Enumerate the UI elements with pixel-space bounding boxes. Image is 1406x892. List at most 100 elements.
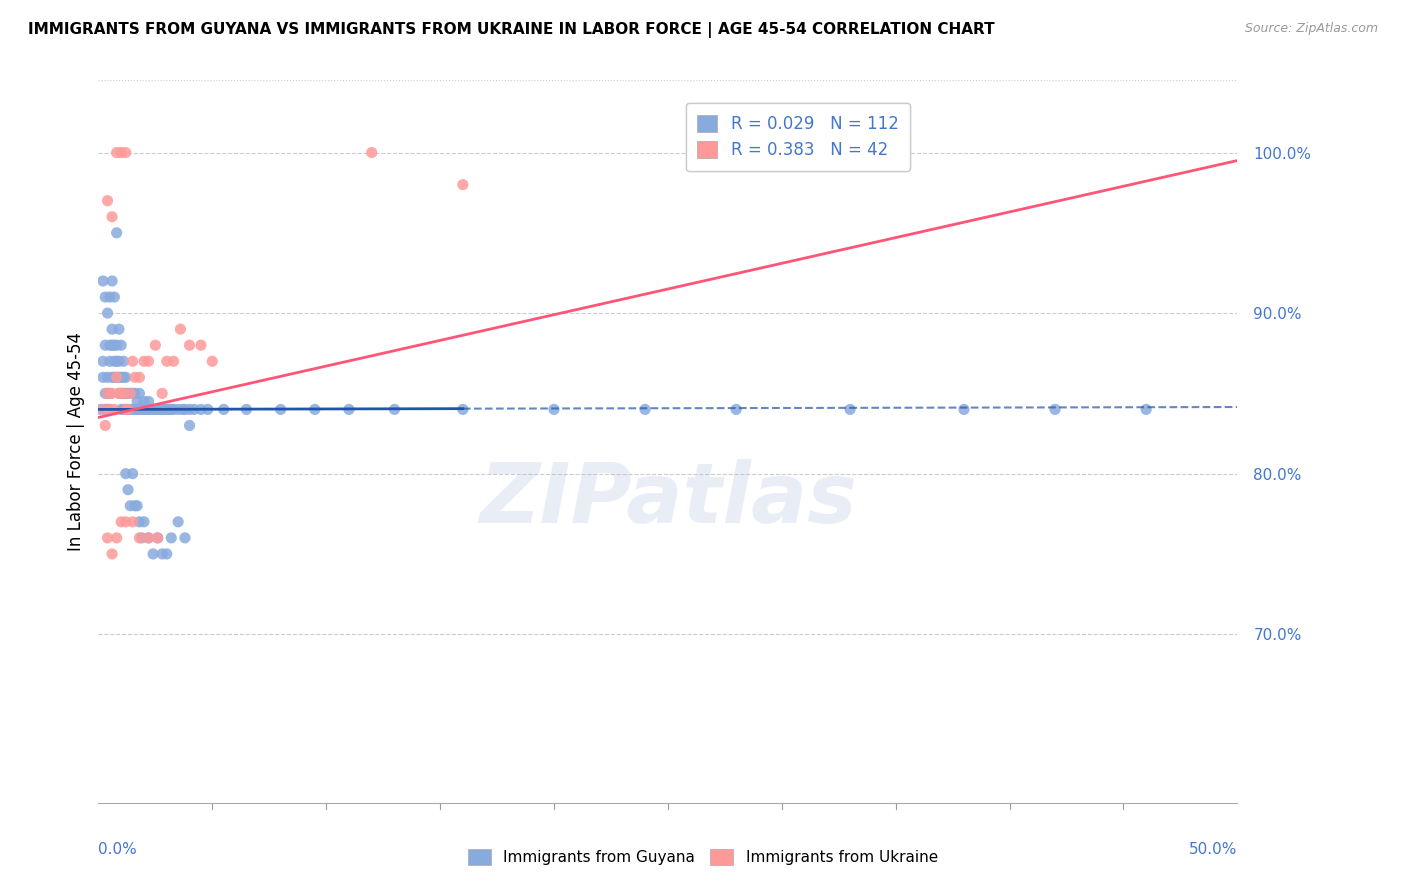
Point bbox=[132, 402, 155, 417]
Point bbox=[110, 370, 132, 384]
Point bbox=[127, 499, 149, 513]
Point bbox=[167, 515, 190, 529]
Point bbox=[98, 290, 121, 304]
Point bbox=[128, 386, 150, 401]
Point bbox=[110, 386, 132, 401]
Point bbox=[1135, 402, 1157, 417]
Point bbox=[120, 386, 142, 401]
Point bbox=[160, 402, 183, 417]
Point bbox=[91, 402, 114, 417]
Point bbox=[725, 402, 748, 417]
Y-axis label: In Labor Force | Age 45-54: In Labor Force | Age 45-54 bbox=[66, 332, 84, 551]
Point bbox=[172, 402, 194, 417]
Point bbox=[150, 402, 173, 417]
Point bbox=[145, 402, 167, 417]
Point bbox=[128, 531, 150, 545]
Point bbox=[112, 370, 135, 384]
Point bbox=[105, 338, 128, 352]
Point bbox=[190, 402, 212, 417]
Point bbox=[124, 386, 146, 401]
Point bbox=[384, 402, 406, 417]
Point bbox=[146, 531, 169, 545]
Text: 50.0%: 50.0% bbox=[1189, 842, 1237, 856]
Point bbox=[98, 354, 121, 368]
Point bbox=[105, 531, 128, 545]
Point bbox=[142, 402, 165, 417]
Point bbox=[103, 402, 125, 417]
Point bbox=[543, 402, 565, 417]
Point bbox=[839, 402, 862, 417]
Point bbox=[162, 402, 184, 417]
Point bbox=[337, 402, 360, 417]
Point bbox=[108, 386, 131, 401]
Point bbox=[160, 531, 183, 545]
Point bbox=[96, 386, 118, 401]
Point bbox=[98, 338, 121, 352]
Point bbox=[98, 386, 121, 401]
Point bbox=[105, 226, 128, 240]
Point bbox=[98, 402, 121, 417]
Point bbox=[127, 402, 149, 417]
Point bbox=[132, 354, 155, 368]
Point bbox=[117, 483, 139, 497]
Point bbox=[1043, 402, 1066, 417]
Point bbox=[179, 402, 201, 417]
Point bbox=[120, 402, 142, 417]
Point bbox=[108, 370, 131, 384]
Point bbox=[117, 386, 139, 401]
Point bbox=[112, 402, 135, 417]
Point bbox=[142, 547, 165, 561]
Point bbox=[101, 274, 124, 288]
Point bbox=[101, 370, 124, 384]
Point bbox=[270, 402, 292, 417]
Point bbox=[110, 386, 132, 401]
Point bbox=[174, 402, 197, 417]
Point bbox=[128, 370, 150, 384]
Point bbox=[96, 402, 118, 417]
Point bbox=[120, 499, 142, 513]
Point bbox=[101, 210, 124, 224]
Point bbox=[360, 145, 382, 160]
Point bbox=[108, 386, 131, 401]
Point bbox=[108, 354, 131, 368]
Point bbox=[101, 338, 124, 352]
Point bbox=[103, 290, 125, 304]
Text: ZIPatlas: ZIPatlas bbox=[479, 458, 856, 540]
Point bbox=[451, 402, 474, 417]
Point bbox=[94, 338, 117, 352]
Point bbox=[235, 402, 257, 417]
Point bbox=[138, 402, 160, 417]
Point bbox=[146, 402, 169, 417]
Point bbox=[96, 194, 118, 208]
Point bbox=[150, 386, 173, 401]
Text: 0.0%: 0.0% bbox=[98, 842, 138, 856]
Point bbox=[179, 338, 201, 352]
Point bbox=[96, 370, 118, 384]
Point bbox=[167, 402, 190, 417]
Point bbox=[96, 386, 118, 401]
Point bbox=[156, 547, 179, 561]
Point bbox=[105, 370, 128, 384]
Point bbox=[451, 178, 474, 192]
Point bbox=[114, 515, 136, 529]
Point bbox=[131, 531, 153, 545]
Point bbox=[114, 145, 136, 160]
Point bbox=[103, 338, 125, 352]
Point bbox=[150, 547, 173, 561]
Point bbox=[105, 370, 128, 384]
Point bbox=[101, 547, 124, 561]
Point bbox=[138, 394, 160, 409]
Point bbox=[117, 402, 139, 417]
Point bbox=[124, 370, 146, 384]
Point bbox=[149, 402, 172, 417]
Point bbox=[124, 402, 146, 417]
Point bbox=[110, 515, 132, 529]
Point bbox=[179, 418, 201, 433]
Text: Source: ZipAtlas.com: Source: ZipAtlas.com bbox=[1244, 22, 1378, 36]
Point bbox=[105, 354, 128, 368]
Point bbox=[91, 354, 114, 368]
Point bbox=[153, 402, 176, 417]
Point bbox=[94, 418, 117, 433]
Point bbox=[634, 402, 657, 417]
Point bbox=[112, 386, 135, 401]
